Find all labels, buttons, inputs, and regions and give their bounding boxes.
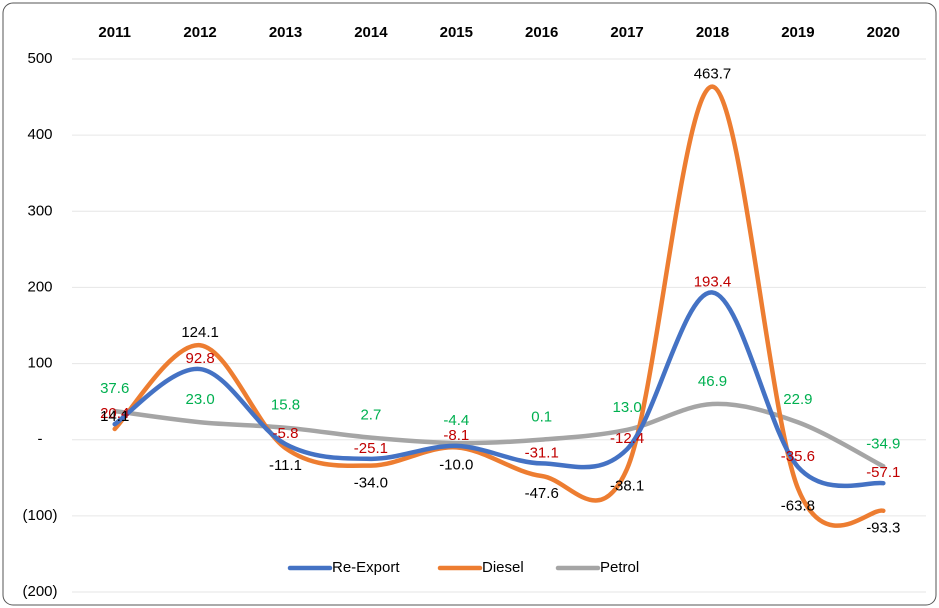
x-tick-label: 2019: [781, 24, 814, 41]
y-tick-label: (200): [22, 583, 57, 600]
x-tick-label: 2016: [525, 24, 558, 41]
data-label: -38.1: [610, 478, 644, 495]
data-label: 20.4: [100, 405, 129, 422]
x-tick-label: 2015: [440, 24, 473, 41]
y-tick-label: 300: [27, 202, 52, 219]
data-label: -35.6: [781, 448, 815, 465]
data-label: 23.0: [185, 391, 214, 408]
data-label: -4.4: [443, 412, 469, 429]
y-tick-label: -: [38, 431, 43, 448]
x-tick-label: 2011: [98, 24, 131, 41]
y-tick-label: 200: [27, 278, 52, 295]
x-tick-label: 2013: [269, 24, 302, 41]
data-label: -11.1: [269, 457, 302, 474]
data-label: -63.8: [781, 497, 815, 514]
y-tick-label: (100): [22, 507, 57, 524]
data-label: -34.0: [354, 475, 388, 492]
y-tick-label: 100: [27, 355, 52, 372]
x-tick-label: 2017: [610, 24, 643, 41]
x-tick-label: 2014: [354, 24, 388, 41]
data-label: -93.3: [866, 520, 900, 537]
series-line: [112, 401, 886, 469]
legend-label: Diesel: [482, 559, 524, 576]
data-label: 0.1: [531, 409, 552, 426]
data-label: 37.6: [100, 380, 129, 397]
data-label: 13.0: [612, 399, 641, 416]
data-label: -47.6: [525, 485, 559, 502]
data-label: 124.1: [181, 324, 219, 341]
data-label: -8.1: [443, 427, 469, 444]
legend-label: Re-Export: [332, 559, 400, 576]
data-label: -12.4: [610, 430, 644, 447]
series-line: [112, 84, 886, 528]
data-label: 15.8: [271, 397, 300, 414]
data-label: 46.9: [698, 373, 727, 390]
y-tick-label: 500: [27, 50, 52, 67]
legend-label: Petrol: [600, 559, 639, 576]
data-label: -10.0: [439, 456, 473, 473]
x-tick-label: 2018: [696, 24, 729, 41]
data-label: -31.1: [525, 444, 559, 461]
data-label: 22.9: [783, 391, 812, 408]
data-label: -5.8: [273, 425, 299, 442]
data-label: -57.1: [866, 464, 900, 481]
data-label: -34.9: [866, 435, 900, 452]
data-label: 92.8: [185, 350, 214, 367]
data-label: 193.4: [694, 273, 732, 290]
data-label: -25.1: [354, 440, 388, 457]
y-tick-label: 400: [27, 126, 52, 143]
data-label: 2.7: [360, 407, 381, 424]
data-label: 14.1: [100, 408, 129, 425]
x-tick-label: 2012: [183, 24, 216, 41]
x-tick-label: 2020: [867, 24, 900, 41]
data-label: 463.7: [694, 66, 732, 83]
series-line: [112, 290, 886, 489]
